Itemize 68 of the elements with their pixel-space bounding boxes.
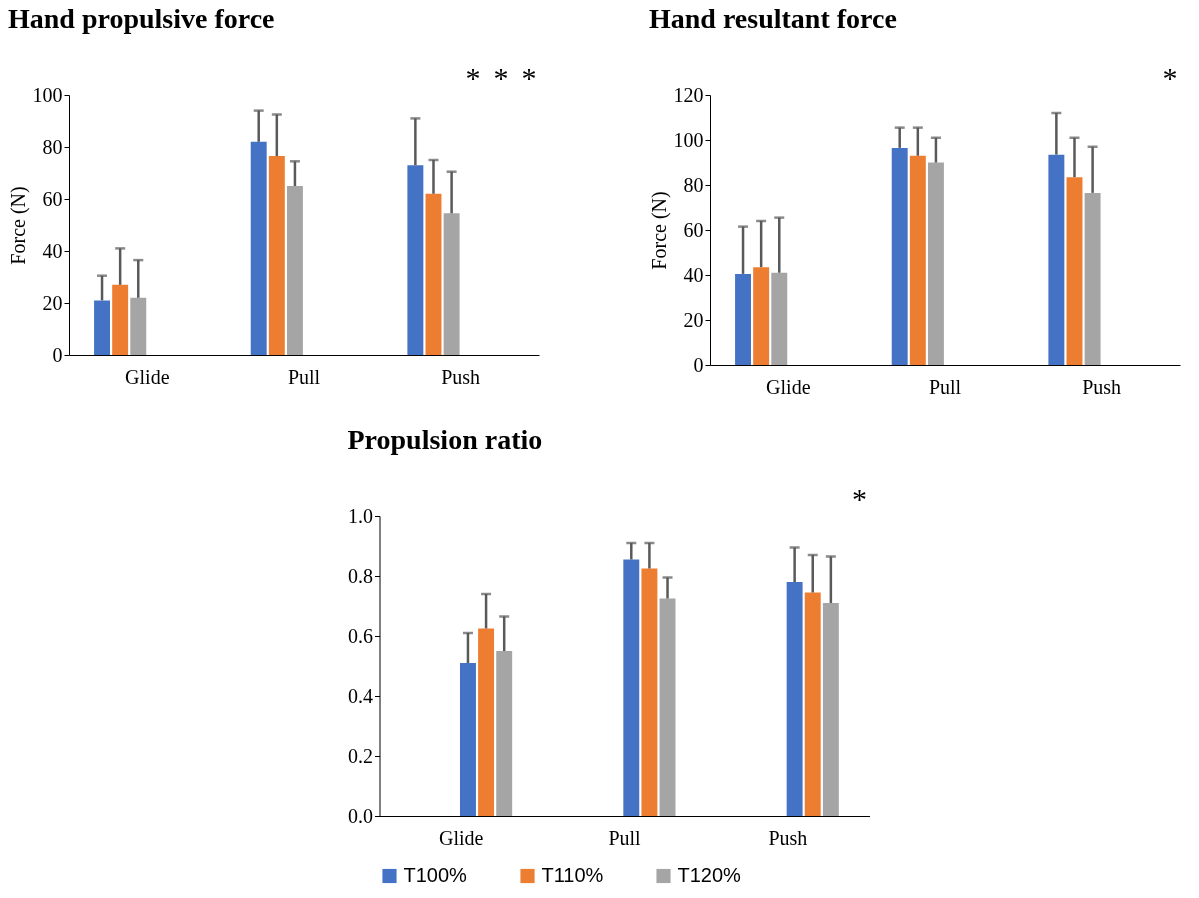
text: * xyxy=(521,61,537,94)
x-tick-label: Glide xyxy=(438,826,484,849)
x-tick-label: Pull xyxy=(608,826,642,849)
bar xyxy=(822,603,839,816)
chart-title: Hand propulsive force xyxy=(8,3,275,34)
bar xyxy=(786,582,803,816)
bar xyxy=(804,592,821,816)
y-axis-title: Force (N) xyxy=(6,186,30,265)
bar xyxy=(927,162,944,365)
bar xyxy=(753,267,770,365)
bar xyxy=(1048,154,1065,365)
y-tick-label: 100 xyxy=(32,83,63,106)
text: * xyxy=(1162,61,1178,94)
y-tick-label: 0.2 xyxy=(348,744,373,767)
y-tick-label: 60 xyxy=(683,218,704,241)
y-tick-label: 0 xyxy=(52,343,63,366)
bar xyxy=(623,559,640,816)
x-tick-label: Push xyxy=(441,365,481,388)
legend-label: T110% xyxy=(541,864,604,886)
bar xyxy=(1066,177,1083,365)
bar xyxy=(112,284,129,355)
text: * xyxy=(493,61,509,94)
y-tick-label: 40 xyxy=(683,263,704,286)
bar xyxy=(407,165,424,355)
y-tick-label: 100 xyxy=(673,128,704,151)
text: * xyxy=(465,61,481,94)
bar xyxy=(891,147,908,365)
y-tick-label: 0.8 xyxy=(348,564,373,587)
x-tick-label: Glide xyxy=(125,365,170,388)
chart-title: Hand resultant force xyxy=(649,3,897,34)
y-tick-label: 20 xyxy=(683,308,704,331)
x-tick-label: Pull xyxy=(928,375,962,398)
y-tick-label: 1.0 xyxy=(348,504,373,527)
y-tick-label: 60 xyxy=(42,187,63,210)
bar xyxy=(250,141,267,355)
legend-label: T120% xyxy=(677,864,742,886)
bar xyxy=(496,651,513,816)
bar xyxy=(130,297,147,355)
bar xyxy=(94,300,111,355)
bar xyxy=(286,186,303,355)
bar xyxy=(909,155,926,365)
text: * xyxy=(852,482,867,515)
x-tick-label: Push xyxy=(768,826,808,849)
bar xyxy=(771,272,788,365)
y-axis-title: Force (N) xyxy=(647,191,671,270)
bar xyxy=(1084,192,1101,365)
y-tick-label: 80 xyxy=(42,135,63,158)
bar xyxy=(735,273,752,365)
y-tick-label: 80 xyxy=(683,173,704,196)
y-tick-label: 0.6 xyxy=(348,624,373,647)
y-tick-label: 120 xyxy=(673,83,704,106)
bar xyxy=(641,568,658,816)
y-tick-label: 20 xyxy=(42,291,63,314)
y-tick-label: 0.0 xyxy=(348,804,373,827)
bar xyxy=(443,213,460,355)
bar xyxy=(659,598,676,816)
bar xyxy=(425,193,442,355)
y-tick-label: 0.4 xyxy=(348,684,373,707)
x-tick-label: Glide xyxy=(766,375,811,398)
bar xyxy=(459,663,476,816)
y-tick-label: 40 xyxy=(42,239,63,262)
chart-title: Propulsion ratio xyxy=(347,424,543,455)
legend-label: T100% xyxy=(403,864,468,886)
bar xyxy=(478,628,495,816)
bar xyxy=(268,156,285,355)
x-tick-label: Push xyxy=(1082,375,1122,398)
x-tick-label: Pull xyxy=(287,365,321,388)
y-tick-label: 0 xyxy=(693,353,704,376)
